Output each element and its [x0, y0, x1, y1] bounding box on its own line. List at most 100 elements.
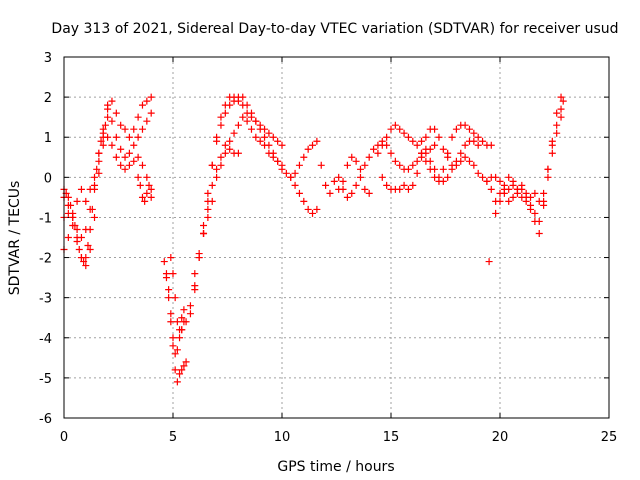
data-point [221, 149, 229, 157]
data-point [226, 101, 234, 109]
data-point [544, 165, 552, 173]
data-point [138, 101, 146, 109]
data-point [483, 177, 491, 185]
data-point [169, 334, 177, 342]
data-point [104, 113, 112, 121]
series-A5 [134, 173, 155, 205]
series-F2 [492, 97, 567, 217]
data-point [400, 129, 408, 137]
data-point [191, 286, 199, 294]
data-point [173, 318, 181, 326]
data-point [343, 193, 351, 201]
data-point [559, 97, 567, 105]
x-tick-label: 15 [383, 430, 400, 445]
data-point [180, 362, 188, 370]
series-F4 [485, 258, 493, 266]
data-point [108, 141, 116, 149]
data-point [404, 133, 412, 141]
data-point [413, 169, 421, 177]
data-point [413, 157, 421, 165]
series-E3 [418, 137, 504, 185]
y-tick-label: 0 [44, 171, 52, 186]
data-point [291, 169, 299, 177]
data-point [75, 246, 83, 254]
series-B2 [162, 274, 188, 358]
data-point [396, 125, 404, 133]
data-point [173, 346, 181, 354]
data-point [509, 181, 517, 189]
data-point [213, 165, 221, 173]
data-point [138, 125, 146, 133]
data-point [309, 209, 317, 217]
data-point [200, 221, 208, 229]
data-point [91, 173, 99, 181]
data-point [548, 141, 556, 149]
data-point [548, 149, 556, 157]
y-tick-label: -5 [39, 372, 52, 387]
data-point [69, 209, 77, 217]
x-tick-label: 5 [169, 430, 177, 445]
data-point [352, 157, 360, 165]
data-point [261, 133, 269, 141]
data-point [457, 149, 465, 157]
data-point [221, 141, 229, 149]
data-point [200, 229, 208, 237]
data-point [496, 197, 504, 205]
data-point [213, 137, 221, 145]
data-point [448, 165, 456, 173]
data-point [461, 121, 469, 129]
data-point [527, 193, 535, 201]
data-point [487, 141, 495, 149]
series-A2 [60, 105, 155, 241]
data-point [553, 121, 561, 129]
y-tick-label: -3 [39, 292, 52, 307]
data-point [169, 342, 177, 350]
data-point [553, 109, 561, 117]
plot-frame [63, 56, 610, 419]
series-C2 [186, 93, 321, 318]
data-point [112, 133, 120, 141]
data-point [431, 141, 439, 149]
series-F3 [500, 113, 565, 237]
data-point [474, 141, 482, 149]
data-point [300, 153, 308, 161]
data-point [169, 270, 177, 278]
data-point [418, 149, 426, 157]
data-point [67, 201, 75, 209]
data-point [77, 185, 85, 193]
data-point [134, 173, 142, 181]
data-point [413, 141, 421, 149]
data-point [147, 185, 155, 193]
data-point [374, 149, 382, 157]
data-point [492, 173, 500, 181]
data-point [348, 189, 356, 197]
data-point [180, 306, 188, 314]
series-B4 [178, 358, 190, 374]
data-point [125, 133, 133, 141]
series-C3 [191, 113, 286, 278]
series-F1 [483, 93, 565, 225]
data-point [387, 149, 395, 157]
data-point [243, 117, 251, 125]
data-point [204, 205, 212, 213]
data-point [91, 185, 99, 193]
data-point [80, 258, 88, 266]
data-point [396, 161, 404, 169]
data-point [422, 133, 430, 141]
x-tick-label: 0 [60, 430, 68, 445]
data-point [84, 242, 92, 250]
data-point [370, 145, 378, 153]
data-point [361, 161, 369, 169]
y-tick-label: -6 [39, 412, 52, 427]
data-point [143, 97, 151, 105]
data-point [130, 157, 138, 165]
series-E1 [374, 121, 495, 185]
data-point [121, 165, 129, 173]
data-point [557, 105, 565, 113]
data-point [448, 133, 456, 141]
data-point [178, 314, 186, 322]
data-point [335, 173, 343, 181]
x-tick-label: 25 [601, 430, 618, 445]
data-point [226, 145, 234, 153]
